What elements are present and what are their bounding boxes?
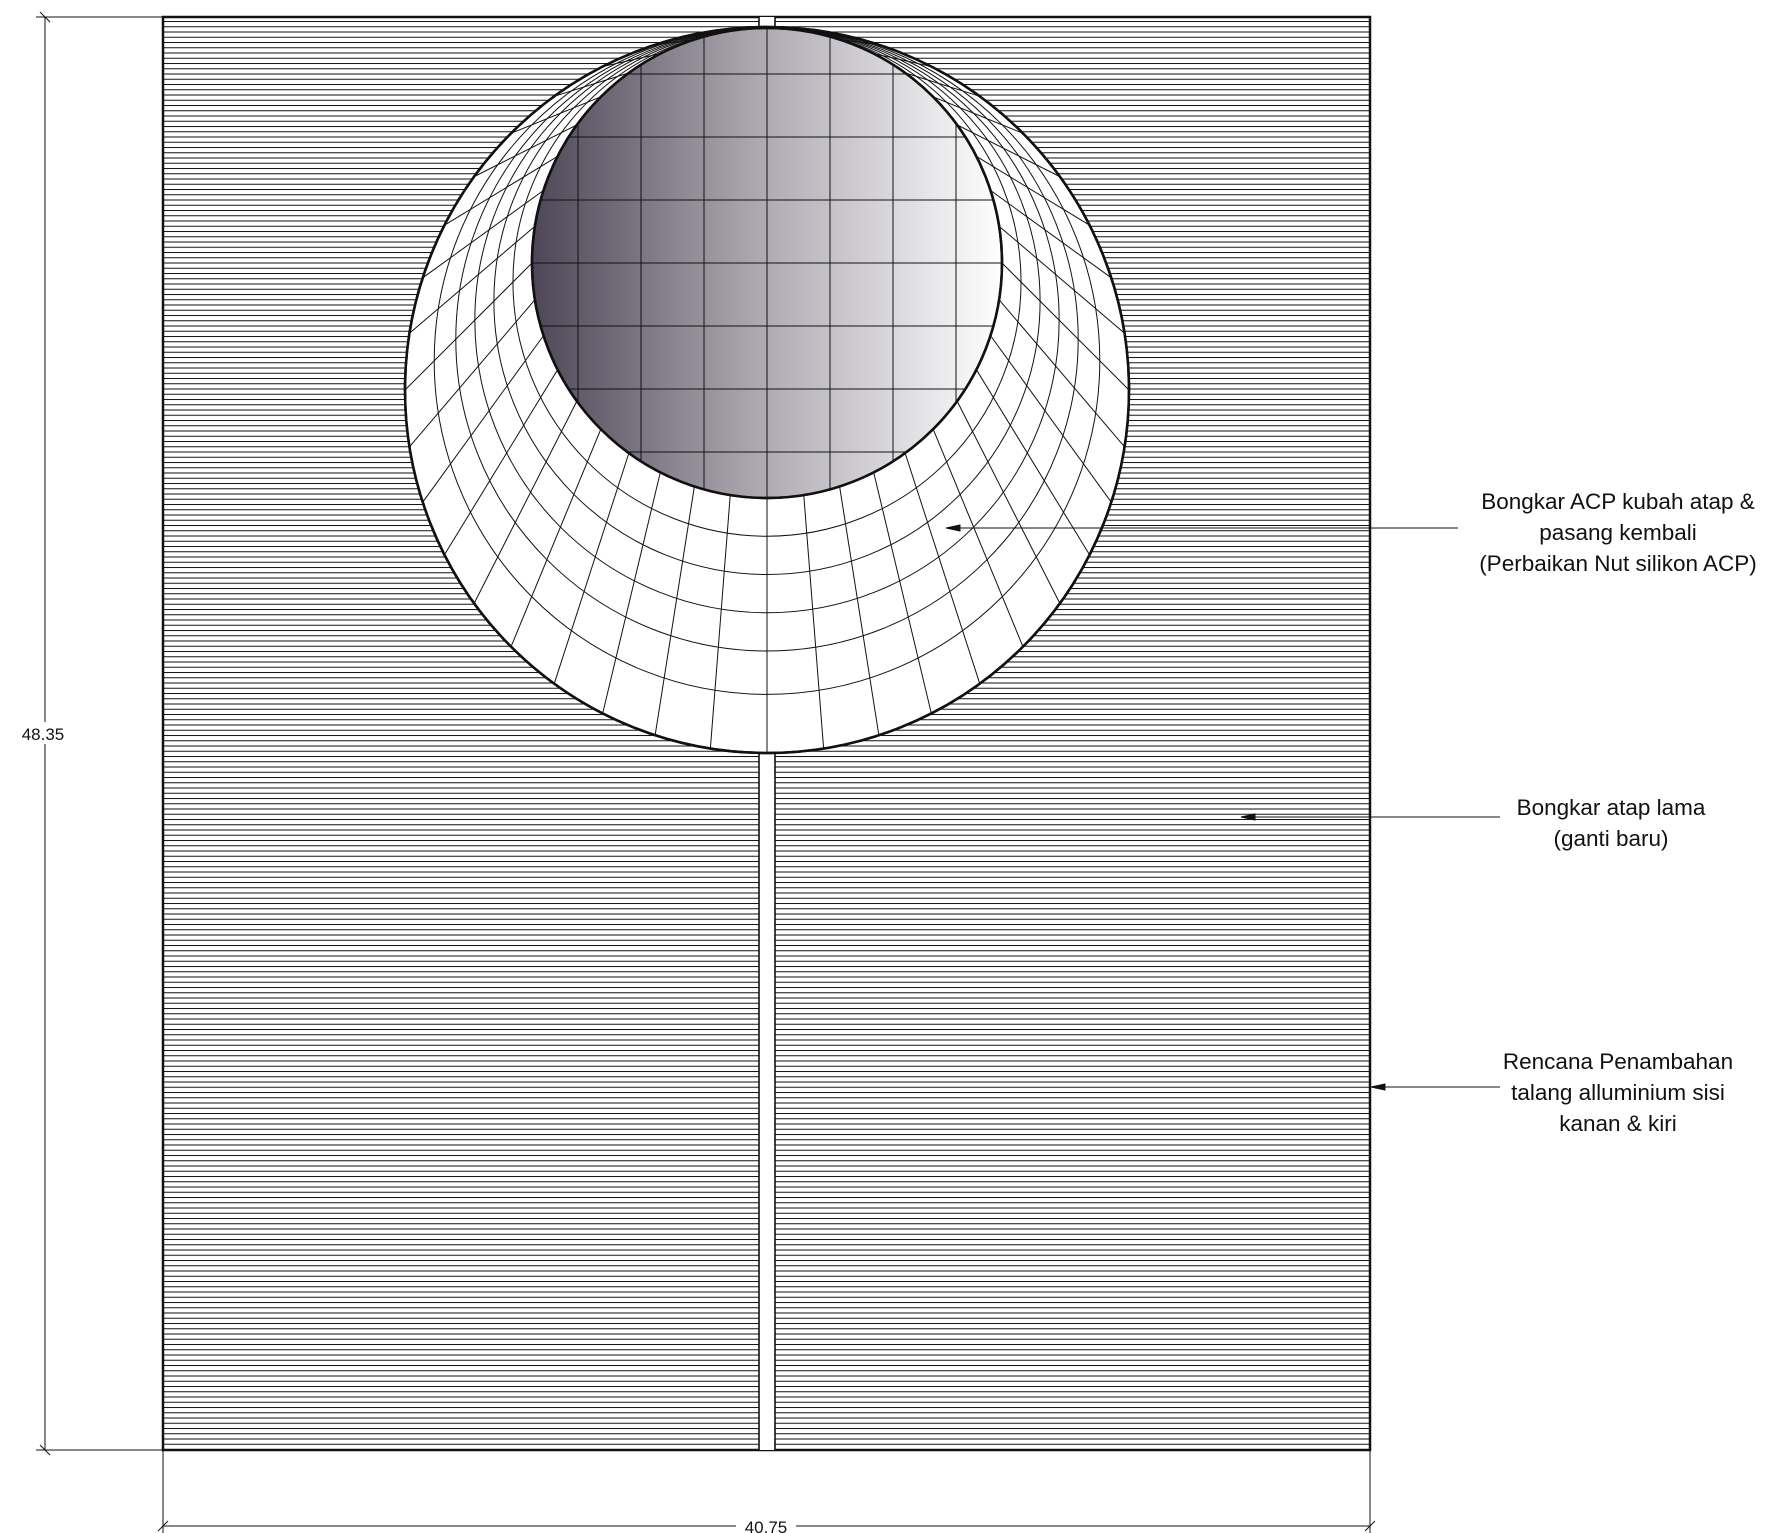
svg-text:(ganti baru): (ganti baru) — [1553, 826, 1668, 851]
width-dimension-label: 40.75 — [745, 1518, 788, 1533]
dome-radial-line — [932, 428, 1024, 647]
height-dimension-label: 48.35 — [22, 725, 65, 744]
dome-radial-line — [873, 53, 932, 68]
dome-radial-line — [473, 124, 578, 178]
dome — [403, 25, 1131, 755]
dome-radial-line — [473, 400, 578, 604]
dome-radial-line — [654, 486, 695, 736]
dome-radial-line — [990, 335, 1112, 503]
dome-radial-line — [873, 472, 932, 714]
annotation-dome: Bongkar ACP kubah atap & pasang kembali … — [1479, 489, 1757, 576]
svg-text:pasang kembali: pasang kembali — [1539, 520, 1697, 545]
dome-radial-line — [956, 124, 1061, 178]
dome-radial-line — [998, 225, 1125, 334]
dome-radial-line — [839, 486, 880, 736]
annotation-roof: Bongkar atap lama (ganti baru) — [1517, 795, 1706, 851]
dome-radial-line — [554, 72, 630, 97]
dome-radial-line — [409, 225, 536, 334]
dome-radial-line — [956, 400, 1061, 604]
dome-radial-line — [803, 495, 825, 749]
dome-radial-line — [998, 299, 1125, 448]
dome-radial-line — [709, 495, 731, 749]
dome-radial-line — [404, 262, 533, 391]
dome-radial-line — [975, 369, 1090, 556]
leader-roof — [1240, 813, 1500, 821]
svg-text:(Perbaikan Nut silikon ACP): (Perbaikan Nut silikon ACP) — [1479, 551, 1757, 576]
dome-radial-line — [422, 189, 544, 279]
dome-radial-line — [510, 96, 602, 134]
dome-radial-line — [553, 452, 630, 684]
dome-radial-line — [976, 155, 1090, 226]
annotation-gutter: Rencana Penambahan talang alluminium sis… — [1503, 1049, 1733, 1136]
svg-text:Rencana Penambahan: Rencana Penambahan — [1503, 1049, 1733, 1074]
svg-text:talang alluminium sisi: talang alluminium sisi — [1511, 1080, 1725, 1105]
svg-text:kanan & kiri: kanan & kiri — [1559, 1111, 1677, 1136]
dome-radial-line — [422, 335, 544, 503]
dome-radial-line — [602, 53, 661, 68]
leader-gutter — [1370, 1083, 1500, 1091]
dome-radial-line — [904, 452, 981, 684]
dome-radial-line — [602, 472, 661, 714]
dome-radial-line — [444, 369, 559, 556]
dome-radial-line — [1001, 262, 1130, 391]
svg-text:Bongkar ACP kubah atap &: Bongkar ACP kubah atap & — [1481, 489, 1755, 514]
leader-dome — [945, 524, 1458, 532]
dome-radial-line — [990, 189, 1112, 279]
dome-radial-line — [510, 428, 602, 647]
dome-radial-line — [904, 72, 980, 97]
dome-radial-line — [932, 96, 1024, 134]
svg-text:Bongkar atap lama: Bongkar atap lama — [1517, 795, 1706, 820]
dome-radial-line — [444, 155, 558, 226]
dome-radial-line — [409, 299, 536, 448]
